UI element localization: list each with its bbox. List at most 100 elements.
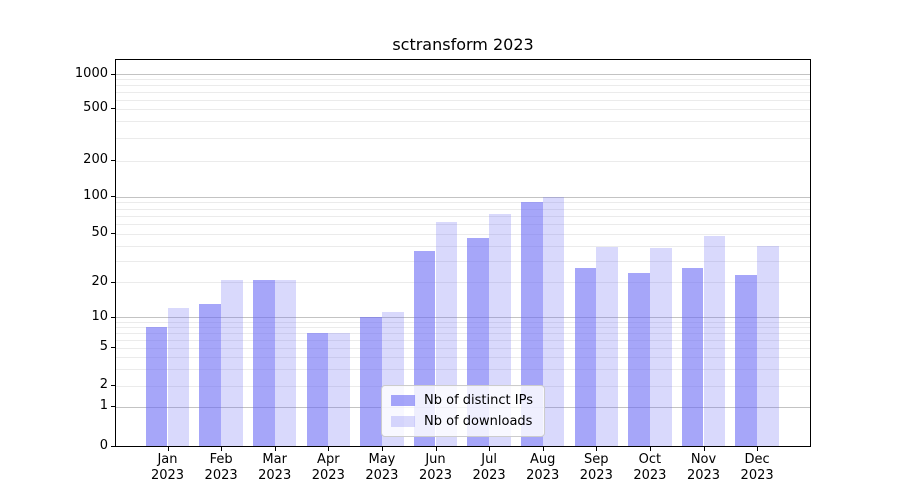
bar-downloads-aug-2023 — [542, 196, 565, 446]
x-tick — [436, 447, 437, 451]
x-tick-label: Nov 2023 — [686, 452, 721, 483]
gridline-minor — [116, 160, 810, 162]
y-tick-label: 0 — [99, 437, 108, 453]
gridline-minor — [116, 332, 810, 334]
gridline-minor — [116, 245, 810, 247]
x-tick-label: Dec 2023 — [740, 452, 774, 483]
legend-item-downloads: Nb of downloads — [391, 414, 533, 429]
y-tick-label: 2 — [99, 377, 108, 392]
x-tick — [275, 447, 276, 451]
gridline-minor — [116, 91, 810, 93]
x-tick — [328, 447, 329, 451]
bar-downloads-jan-2023 — [167, 308, 190, 446]
gridline-major — [116, 317, 810, 319]
y-tick — [111, 282, 115, 283]
y-tick-label: 1000 — [74, 65, 108, 81]
legend-label-downloads: Nb of downloads — [424, 414, 533, 429]
bar-ips-sep-2023 — [574, 268, 597, 446]
x-tick-label: Oct 2023 — [633, 452, 667, 483]
y-tick-label: 100 — [83, 188, 108, 203]
legend: Nb of distinct IPs Nb of downloads — [381, 385, 545, 437]
gridline-minor — [116, 137, 810, 139]
plot-area: Nb of distinct IPs Nb of downloads — [115, 59, 811, 447]
x-tick — [704, 447, 705, 451]
gridline-minor — [116, 79, 810, 81]
gridline-minor — [116, 347, 810, 349]
x-tick — [543, 447, 544, 451]
y-tick — [111, 108, 115, 109]
gridline-minor — [116, 202, 810, 204]
gridline-minor — [116, 282, 810, 284]
y-tick — [111, 196, 115, 197]
x-tick-label: Apr 2023 — [311, 452, 345, 483]
x-tick — [489, 447, 490, 451]
x-tick — [221, 447, 222, 451]
gridline-minor — [116, 85, 810, 87]
y-tick — [111, 385, 115, 386]
x-tick — [168, 447, 169, 451]
gridline-minor — [116, 208, 810, 210]
y-tick — [111, 233, 115, 234]
bar-downloads-oct-2023 — [649, 248, 672, 446]
x-tick-label: Sep 2023 — [579, 452, 613, 483]
legend-swatch-downloads — [391, 416, 416, 427]
y-tick-label: 1 — [99, 398, 108, 413]
gridline-minor — [116, 215, 810, 217]
gridlines-layer — [116, 60, 810, 446]
gridline-minor — [116, 121, 810, 123]
bar-downloads-mar-2023 — [274, 279, 297, 446]
x-tick-label: Jun 2023 — [418, 452, 453, 483]
bar-ips-apr-2023 — [306, 332, 329, 446]
y-tick — [111, 347, 115, 348]
bar-downloads-feb-2023 — [221, 279, 243, 446]
y-tick-label: 50 — [91, 225, 108, 241]
gridline-minor — [116, 99, 810, 101]
x-tick-label: Feb 2023 — [204, 452, 238, 483]
y-tick — [111, 446, 115, 447]
x-tick-label: May 2023 — [365, 452, 399, 483]
bar-ips-may-2023 — [360, 317, 382, 446]
x-tick — [650, 447, 651, 451]
legend-item-distinct-ips: Nb of distinct IPs — [391, 393, 533, 408]
gridline-major — [116, 196, 810, 198]
bar-ips-oct-2023 — [628, 272, 650, 446]
gridline-minor — [116, 260, 810, 262]
bar-downloads-dec-2023 — [757, 245, 779, 446]
gridline-minor — [116, 327, 810, 329]
bar-ips-jan-2023 — [145, 327, 168, 446]
gridline-minor — [116, 223, 810, 225]
gridline-minor — [116, 233, 810, 235]
chart-title: sctransform 2023 — [392, 35, 534, 54]
y-tick-label: 5 — [99, 339, 108, 355]
y-tick-label: 20 — [91, 273, 108, 289]
x-tick-label: Jan 2023 — [150, 452, 185, 483]
y-tick-label: 200 — [83, 152, 108, 167]
gridline-minor — [116, 356, 810, 358]
x-tick — [382, 447, 383, 451]
bar-downloads-nov-2023 — [703, 236, 726, 446]
legend-swatch-distinct-ips — [391, 395, 416, 406]
gridline-minor — [116, 339, 810, 341]
x-tick — [757, 447, 758, 451]
gridline-minor — [116, 108, 810, 110]
x-tick — [596, 447, 597, 451]
y-tick-label: 10 — [91, 308, 108, 324]
legend-label-distinct-ips: Nb of distinct IPs — [424, 393, 533, 408]
gridline-minor — [116, 368, 810, 370]
y-tick — [111, 160, 115, 161]
bar-downloads-apr-2023 — [328, 332, 350, 446]
x-tick-label: Jul 2023 — [472, 452, 506, 483]
bar-downloads-sep-2023 — [596, 246, 618, 446]
gridline-minor — [116, 321, 810, 323]
bar-ips-feb-2023 — [199, 304, 222, 446]
bar-ips-mar-2023 — [253, 279, 275, 446]
x-tick-label: Aug 2023 — [526, 452, 560, 483]
x-tick-label: Mar 2023 — [258, 452, 292, 483]
y-tick — [111, 317, 115, 318]
bar-ips-dec-2023 — [735, 274, 758, 446]
y-tick — [111, 406, 115, 407]
bar-ips-nov-2023 — [681, 268, 704, 446]
y-tick-label: 500 — [83, 100, 108, 116]
gridline-major — [116, 74, 810, 75]
